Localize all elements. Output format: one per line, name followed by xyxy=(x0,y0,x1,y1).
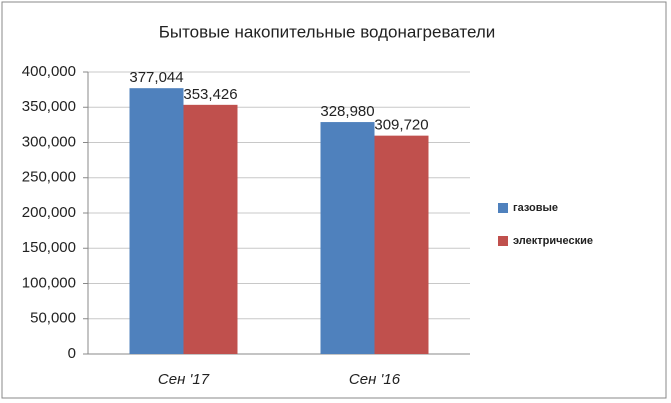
data-label: 353,426 xyxy=(183,86,237,103)
legend-swatch xyxy=(498,236,508,246)
y-tick-label: 150,000 xyxy=(22,239,76,256)
x-tick-label: Сен '16 xyxy=(349,371,401,388)
bar xyxy=(129,88,184,354)
legend-swatch xyxy=(498,203,508,213)
y-tick-label: 100,000 xyxy=(22,274,76,291)
data-label: 309,720 xyxy=(374,117,428,134)
data-label: 377,044 xyxy=(129,69,183,86)
y-tick-label: 350,000 xyxy=(22,98,76,115)
y-tick-label: 300,000 xyxy=(22,133,76,150)
legend-label: газовые xyxy=(513,202,558,214)
chart-title: Бытовые накопительные водонагреватели xyxy=(159,22,496,41)
y-tick-label: 0 xyxy=(68,345,76,362)
bar xyxy=(183,104,238,354)
y-tick-label: 200,000 xyxy=(22,204,76,221)
y-tick-label: 50,000 xyxy=(30,310,76,327)
x-tick-label: Сен '17 xyxy=(158,371,210,388)
y-tick-label: 400,000 xyxy=(22,63,76,80)
bar xyxy=(320,122,375,355)
data-label: 328,980 xyxy=(320,103,374,120)
y-tick-label: 250,000 xyxy=(22,169,76,186)
bar xyxy=(374,135,429,354)
legend-label: электрические xyxy=(513,235,593,247)
